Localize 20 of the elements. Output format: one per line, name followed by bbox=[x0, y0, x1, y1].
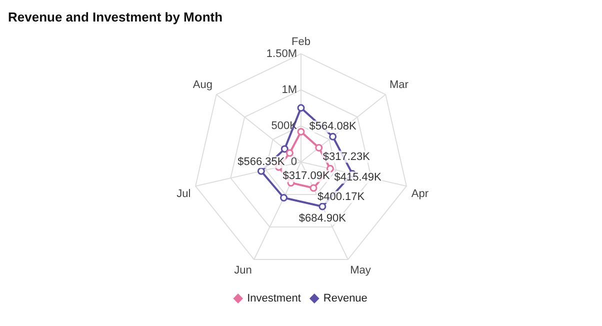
y-tick-label: 1.50M bbox=[266, 48, 297, 60]
data-label: $317.23K bbox=[322, 150, 371, 163]
spoke-label: Jun bbox=[234, 264, 252, 277]
spoke-label: Feb bbox=[292, 36, 310, 48]
spoke-label: Aug bbox=[192, 78, 212, 91]
spoke-label: Apr bbox=[411, 188, 429, 200]
spoke-label: Jul bbox=[176, 188, 191, 200]
data-label: $566.35K bbox=[238, 156, 286, 168]
data-label: $317.09K bbox=[282, 170, 330, 182]
chart-title: Revenue and Investment by Month bbox=[8, 9, 223, 24]
y-tick-label: 0 bbox=[290, 156, 297, 168]
data-label: $415.49K bbox=[334, 172, 382, 184]
y-tick-label: 1M bbox=[282, 84, 297, 96]
spoke-label: Mar bbox=[390, 78, 409, 91]
data-label: $564.08K bbox=[309, 120, 358, 133]
legend-label: Revenue bbox=[323, 292, 368, 305]
data-label: $400.17K bbox=[318, 191, 366, 204]
data-label: $684.90K bbox=[298, 212, 347, 225]
spoke-label: May bbox=[350, 264, 372, 277]
legend-label: Investment bbox=[247, 292, 301, 305]
